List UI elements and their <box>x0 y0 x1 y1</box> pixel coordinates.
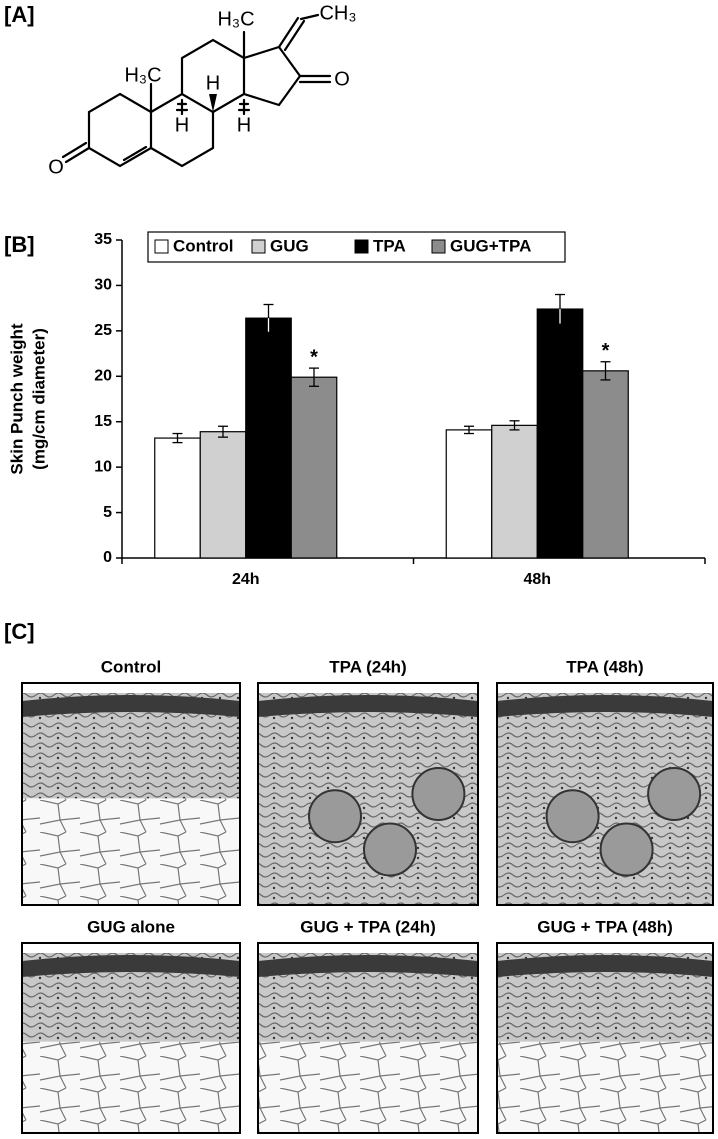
micrograph-top <box>258 683 478 693</box>
micrograph-follicle <box>599 822 654 877</box>
atom-label: O <box>48 156 64 178</box>
y-tick-label: 15 <box>94 413 112 430</box>
micrograph-follicle <box>647 767 702 821</box>
bar-chart: Skin Punch weight (mg/cm diameter) 0 5 10 15 2… <box>7 231 706 588</box>
micrograph-caption: TPA (24h) <box>329 657 406 676</box>
y-axis-label: (mg/cm diameter) <box>29 328 48 470</box>
micrograph-epidermis <box>258 695 478 717</box>
y-tick-label: 0 <box>103 549 112 566</box>
micrograph-top <box>497 943 713 953</box>
y-tick-label: 35 <box>94 231 112 248</box>
panel-label: [B] <box>4 232 35 257</box>
micrograph-frame <box>21 942 241 1134</box>
bar <box>199 431 247 559</box>
micrograph-top <box>22 683 240 693</box>
legend-swatch <box>251 239 266 254</box>
y-tick-label: 10 <box>94 458 112 475</box>
micrograph-caption: Control <box>101 657 161 676</box>
micrograph-epidermis <box>258 955 478 977</box>
bar <box>245 317 292 559</box>
bar <box>154 437 201 559</box>
bar <box>290 376 338 559</box>
micrograph-epidermis <box>22 695 240 717</box>
micrograph-fat <box>22 798 240 905</box>
error-bar <box>309 367 319 387</box>
micrograph-caption: GUG alone <box>87 917 175 936</box>
significance-mark: * <box>310 346 318 368</box>
micrographs: Control TPA (24h) TPA (48h) GUG alone GUG + … <box>21 657 714 1134</box>
significance-mark: * <box>602 340 610 362</box>
micrograph-follicle <box>411 767 466 821</box>
error-bar <box>172 432 183 444</box>
micrograph-top <box>497 683 713 693</box>
micrograph-fat <box>22 1041 240 1133</box>
legend-swatch <box>431 239 446 254</box>
micrograph-follicle <box>363 822 417 877</box>
legend-label: Control <box>173 236 233 255</box>
micrograph-caption: GUG + TPA (48h) <box>537 917 673 936</box>
panel-label: [A] <box>4 2 35 27</box>
legend-label: GUG+TPA <box>450 236 531 255</box>
y-tick-label: 5 <box>103 504 112 521</box>
legend-label: TPA <box>373 236 406 255</box>
bar <box>582 370 629 559</box>
micrograph-frame <box>257 942 479 1134</box>
atom-label: H <box>206 72 220 94</box>
legend-swatch <box>154 239 169 254</box>
micrograph-frame <box>21 682 241 906</box>
y-tick-label: 25 <box>94 322 112 339</box>
error-bar <box>263 303 274 333</box>
atom-label: H <box>237 114 251 136</box>
y-tick-label: 20 <box>94 368 112 385</box>
micrograph-epidermis <box>22 955 240 977</box>
micrograph-fat <box>258 1041 478 1133</box>
y-tick-label: 30 <box>94 277 112 294</box>
micrograph-top <box>22 943 240 953</box>
micrograph-top <box>258 943 478 953</box>
micrograph-caption: GUG + TPA (24h) <box>300 917 436 936</box>
micrograph-follicle <box>545 789 600 844</box>
error-bar <box>464 425 474 435</box>
legend-label: GUG <box>270 236 309 255</box>
x-tick-label: 48h <box>523 571 551 588</box>
micrograph-frame <box>496 682 714 906</box>
micrograph-frame <box>496 942 714 1134</box>
micrograph-fat <box>497 1041 713 1133</box>
micrograph-frame <box>257 682 479 906</box>
bar <box>491 424 538 559</box>
atom-label: H₃C <box>124 64 161 86</box>
bar <box>536 308 584 559</box>
micrograph-caption: TPA (48h) <box>566 657 643 676</box>
legend-swatch <box>354 239 369 254</box>
micrograph-epidermis <box>497 955 713 977</box>
error-bar <box>509 420 520 431</box>
structure <box>61 13 332 168</box>
error-bar <box>600 361 611 381</box>
atom-label: H₃C <box>217 8 254 30</box>
panel-label: [C] <box>4 619 35 644</box>
error-bar <box>218 425 228 438</box>
bar <box>445 429 493 559</box>
atom-label: CH₃ <box>319 2 356 24</box>
x-tick-label: 24h <box>232 571 260 588</box>
atom-label: H <box>175 114 189 136</box>
atom-label: O <box>334 68 350 90</box>
micrograph-follicle <box>308 789 362 844</box>
micrograph-epidermis <box>497 695 713 717</box>
error-bar <box>555 293 565 325</box>
y-axis-label: Skin Punch weight <box>7 323 26 474</box>
